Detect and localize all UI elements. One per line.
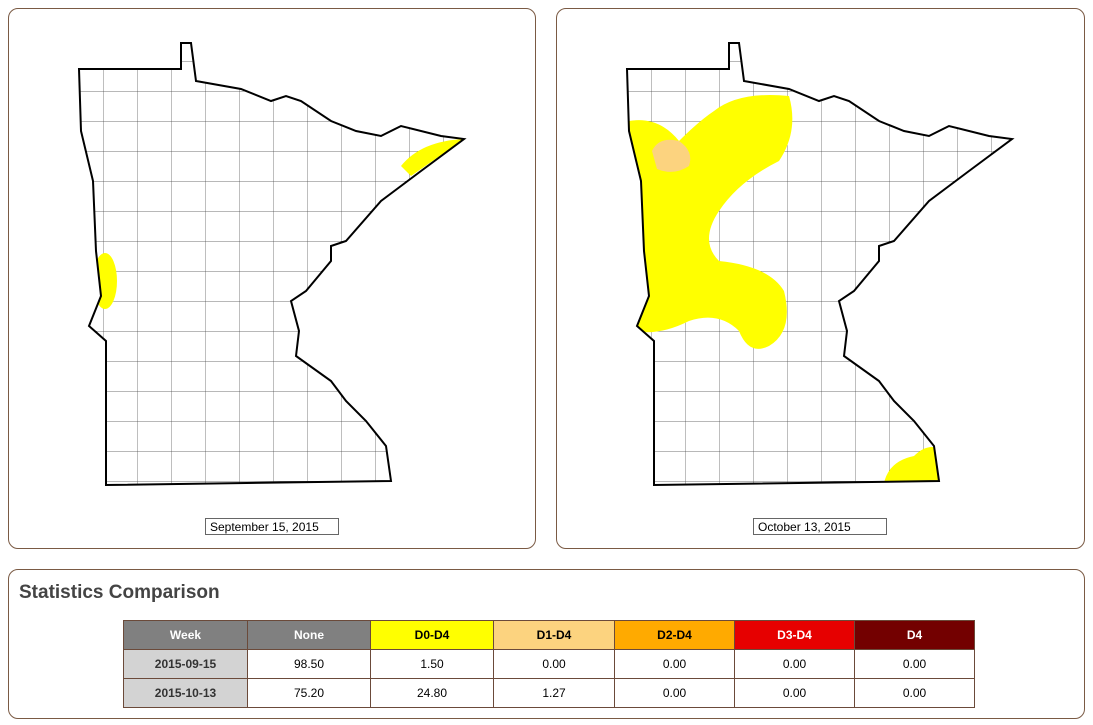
table-cell: 0.00 (854, 649, 975, 679)
table-row: 2015-10-13 75.20 24.80 1.27 0.00 0.00 0.00 (123, 678, 975, 708)
table-cell: 0.00 (734, 649, 855, 679)
week-cell: 2015-10-13 (123, 678, 248, 708)
table-cell: 0.00 (493, 649, 615, 679)
column-header: D1-D4 (493, 620, 615, 650)
map-date: September 15, 2015 (205, 518, 339, 535)
map-panel: October 13, 2015 (556, 8, 1085, 549)
column-header: D2-D4 (614, 620, 735, 650)
column-header: Week (123, 620, 248, 650)
statistics-table: Week None D0-D4 D1-D4 D2-D4 D3-D4 D4 2015-09-15… (123, 620, 975, 708)
table-cell: 1.27 (493, 678, 615, 708)
table-cell: 75.20 (247, 678, 371, 708)
map-date: October 13, 2015 (753, 518, 887, 535)
column-header: D3-D4 (734, 620, 855, 650)
map (626, 42, 1013, 486)
column-header: None (247, 620, 371, 650)
table-cell: 0.00 (734, 678, 855, 708)
table-cell: 0.00 (614, 678, 735, 708)
statistics-panel: Statistics Comparison Week None D0-D4 D1-D4… (8, 569, 1085, 719)
column-header: D4 (854, 620, 975, 650)
table-cell: 0.00 (614, 649, 735, 679)
table-cell: 98.50 (247, 649, 371, 679)
map (78, 42, 465, 486)
table-cell: 24.80 (370, 678, 494, 708)
week-cell: 2015-09-15 (123, 649, 248, 679)
table-cell: 0.00 (854, 678, 975, 708)
column-header: D0-D4 (370, 620, 494, 650)
table-row: 2015-09-15 98.50 1.50 0.00 0.00 0.00 0.00 (123, 649, 975, 679)
table-cell: 1.50 (370, 649, 494, 679)
statistics-title: Statistics Comparison (19, 582, 220, 603)
map-panel: September 15, 2015 (8, 8, 536, 549)
